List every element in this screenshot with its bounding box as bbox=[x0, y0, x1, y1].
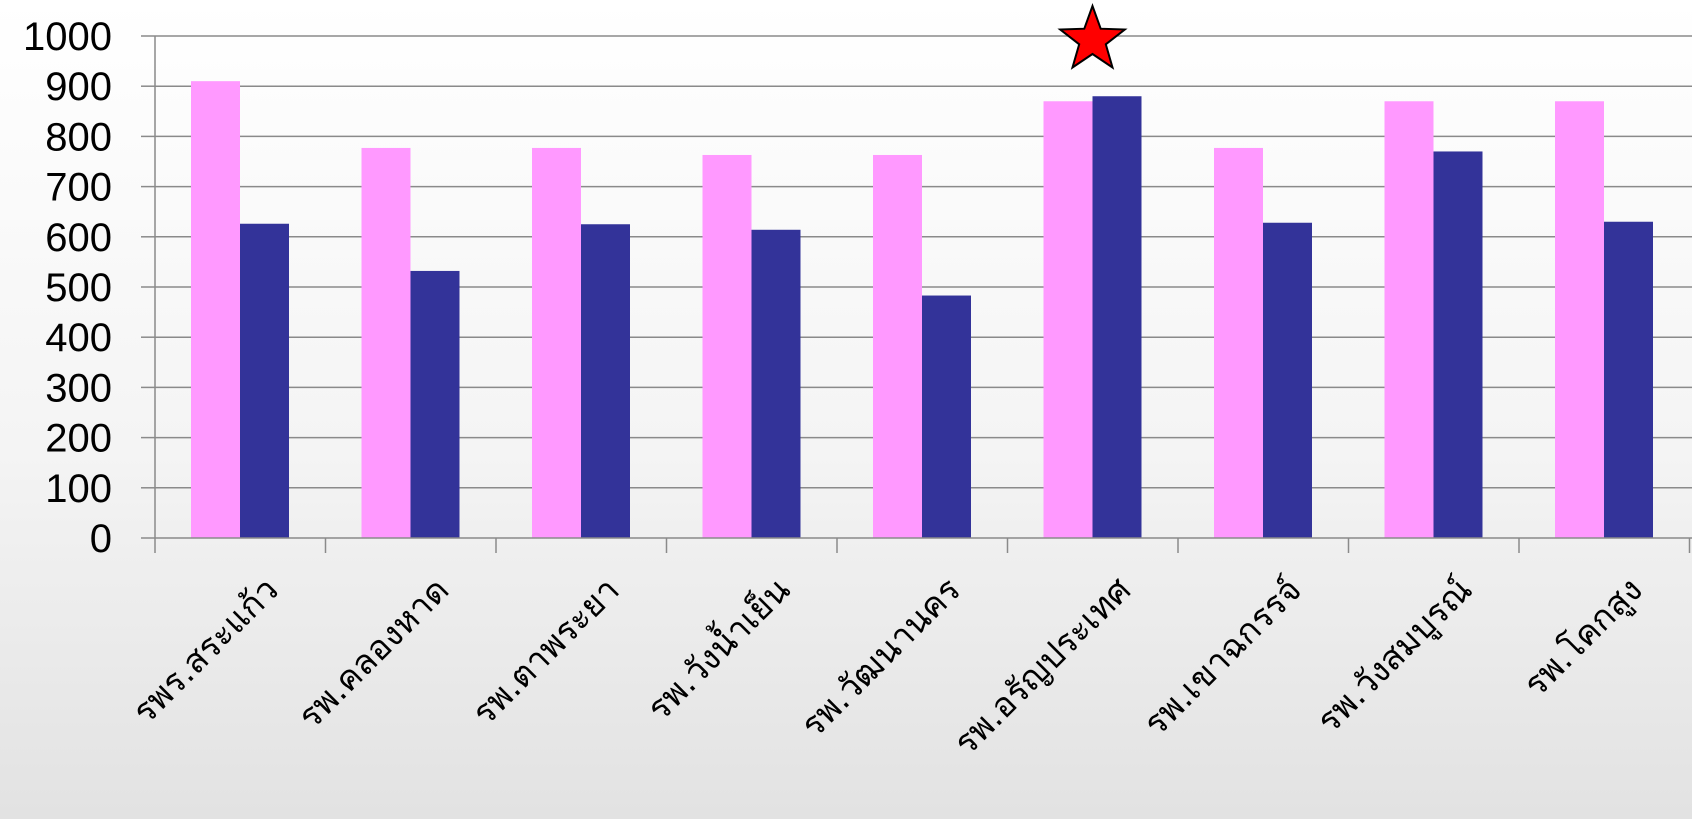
x-tick-label: รพร.สระแก้ว bbox=[125, 570, 287, 732]
x-tick-label: รพ.วังสมบูรณ์ bbox=[1309, 570, 1480, 741]
y-tick-label: 700 bbox=[45, 166, 112, 210]
bar-series-2 bbox=[922, 295, 971, 538]
bar-series-2 bbox=[1433, 151, 1483, 538]
bar-series-1 bbox=[873, 154, 922, 538]
bar-series-2 bbox=[410, 270, 460, 538]
bar-series-2 bbox=[1263, 222, 1312, 538]
y-tick-label: 300 bbox=[45, 366, 112, 410]
star-icon bbox=[1057, 3, 1128, 70]
x-tick-label: รพ.อรัญประเทศ bbox=[946, 570, 1139, 763]
y-tick-label: 600 bbox=[45, 216, 112, 260]
bar-series-1 bbox=[1043, 101, 1093, 538]
bar-series-1 bbox=[702, 154, 752, 538]
bar-series-2 bbox=[581, 224, 630, 538]
bar-series-1 bbox=[361, 147, 411, 539]
bar-series-1 bbox=[191, 81, 240, 539]
y-tick-label: 400 bbox=[45, 316, 112, 360]
bars bbox=[191, 81, 1653, 539]
bar-series-2 bbox=[1092, 96, 1142, 539]
x-tick-label: รพ.วัฒนานคร bbox=[793, 570, 968, 745]
bar-series-1 bbox=[1555, 101, 1604, 538]
bar-series-2 bbox=[1604, 221, 1653, 539]
bar-series-1 bbox=[1384, 101, 1434, 538]
bar-series-2 bbox=[751, 229, 801, 538]
bar-series-1 bbox=[532, 147, 581, 539]
x-tick-label: รพ.ตาพระยา bbox=[465, 570, 628, 733]
y-tick-label: 800 bbox=[45, 115, 112, 159]
x-tick-label: รพ.โคกสูง bbox=[1516, 570, 1651, 705]
y-tick-label: 900 bbox=[45, 65, 112, 109]
axes bbox=[141, 35, 1692, 553]
x-tick-label: รพ.เขาฉกรรจ์ bbox=[1136, 570, 1310, 744]
x-tick-label: รพ.คลองหาด bbox=[290, 570, 457, 737]
y-tick-label: 1000 bbox=[23, 15, 112, 59]
y-tick-label: 100 bbox=[45, 467, 112, 511]
bar-series-2 bbox=[240, 223, 289, 539]
y-tick-label: 500 bbox=[45, 266, 112, 310]
annotations bbox=[1057, 3, 1128, 70]
bar-series-1 bbox=[1214, 147, 1263, 539]
y-tick-label: 0 bbox=[90, 517, 112, 561]
x-tick-label: รพ.วังน้ำเย็น bbox=[636, 567, 798, 729]
y-tick-label: 200 bbox=[45, 417, 112, 461]
